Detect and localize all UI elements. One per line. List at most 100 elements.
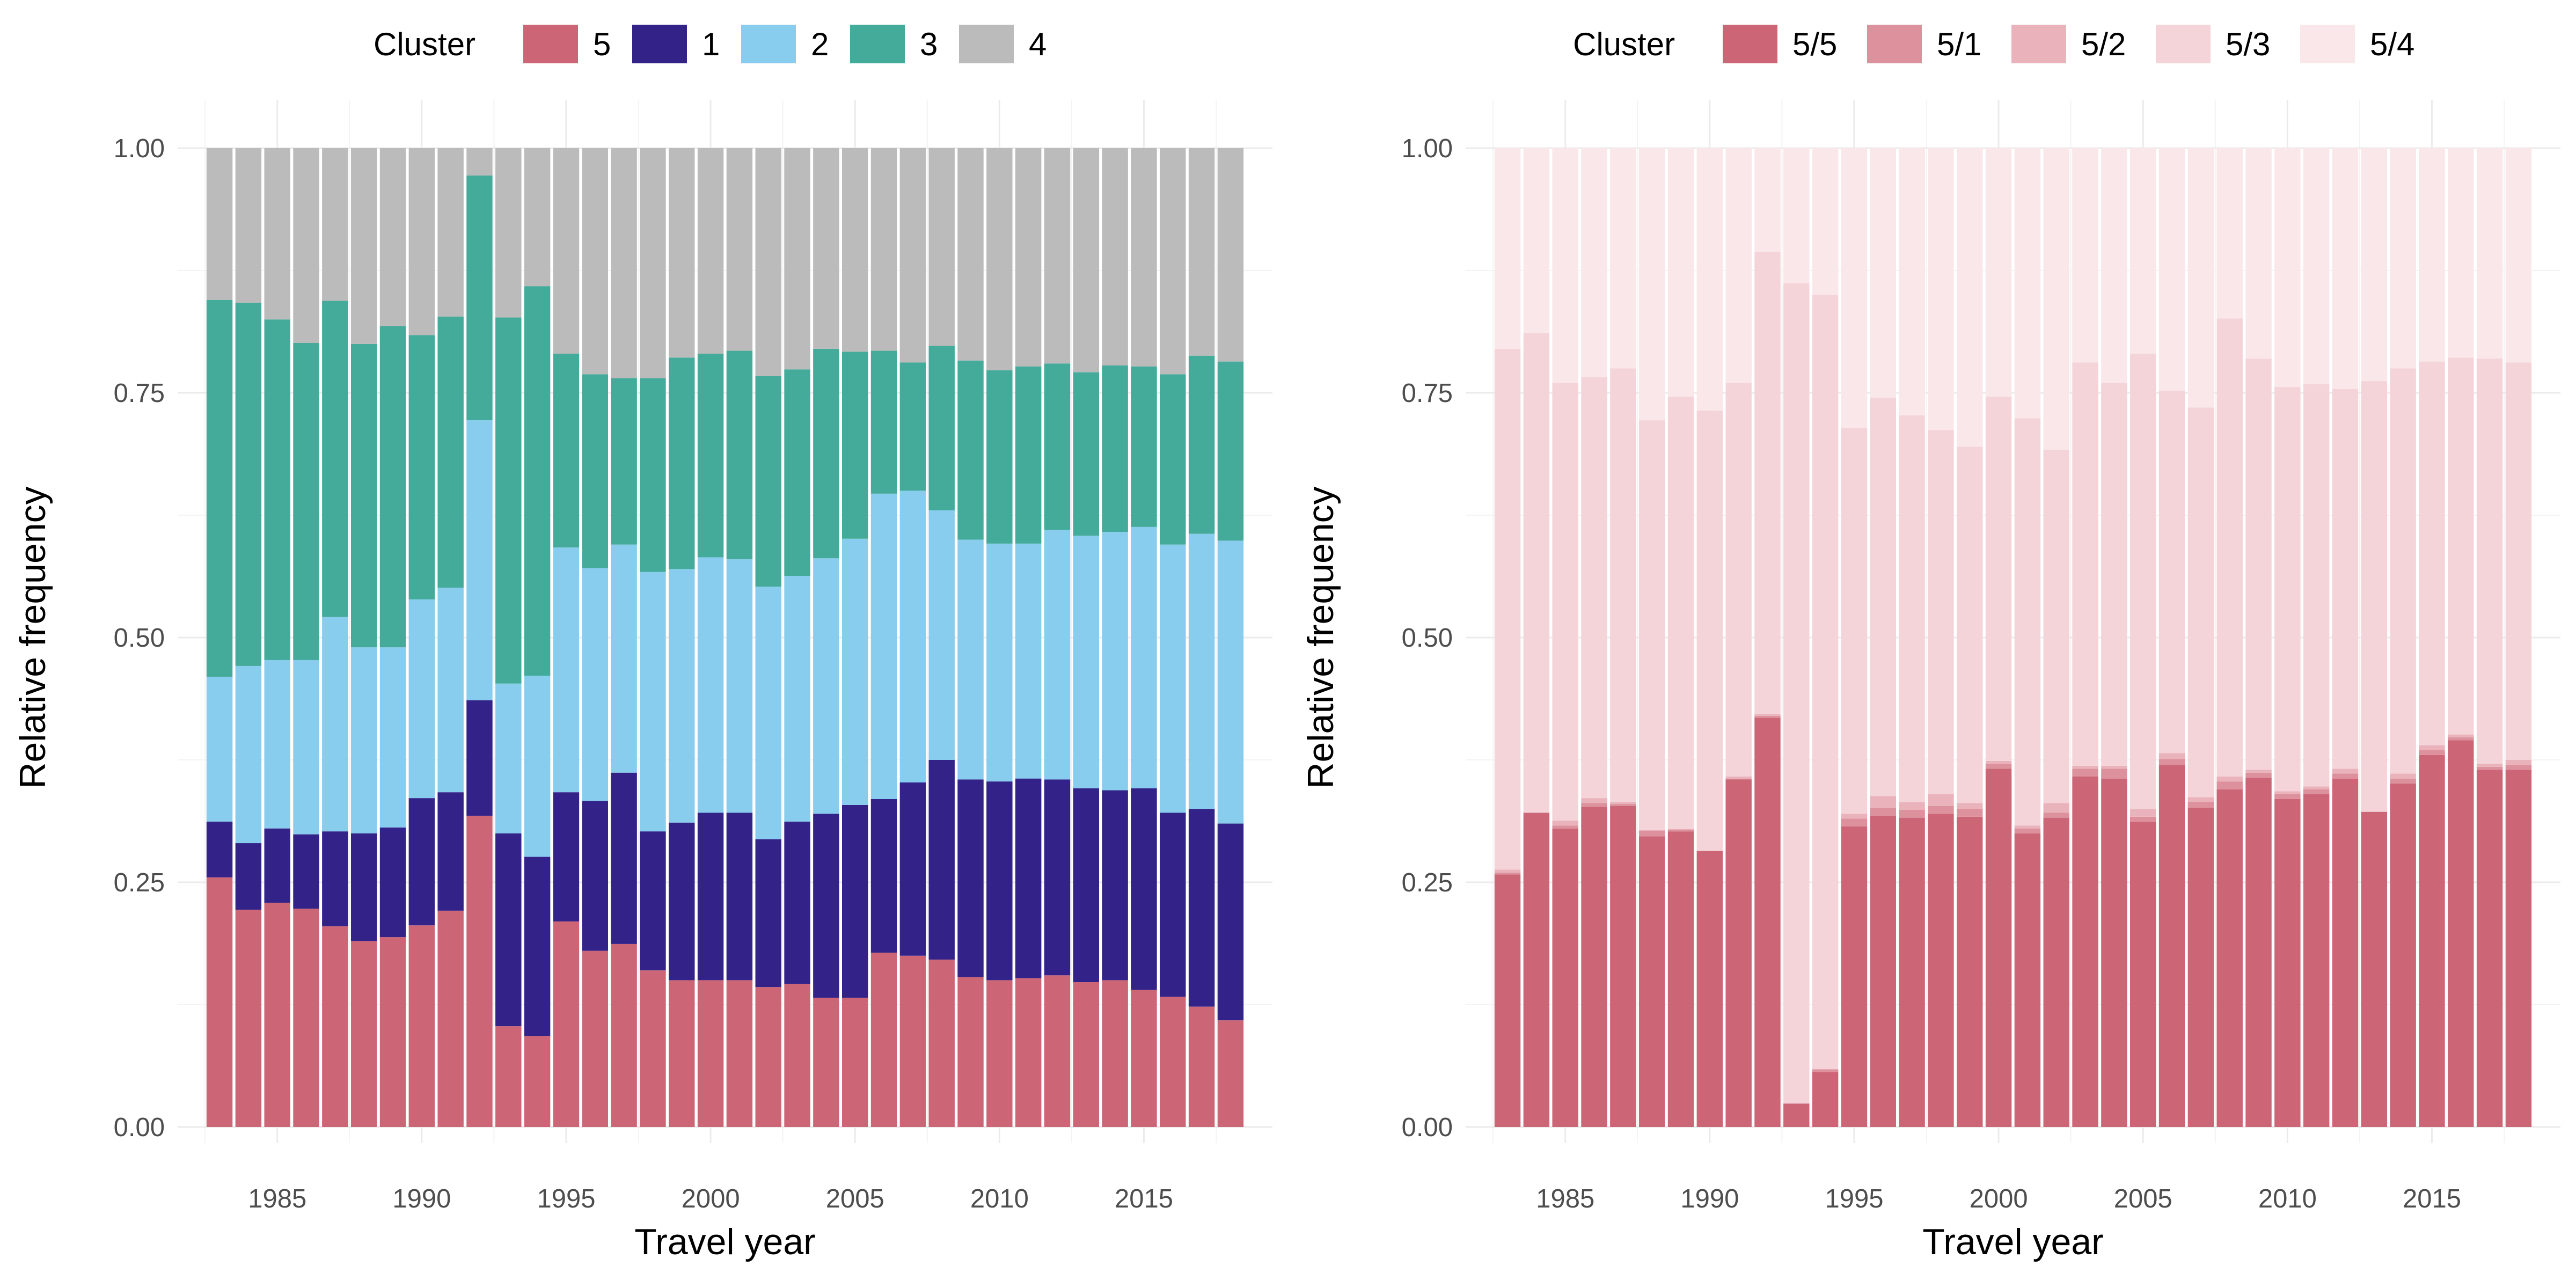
bar-segment-4-2010 bbox=[986, 148, 1013, 371]
bar-segment-5-4-2017 bbox=[2476, 148, 2503, 359]
bar-segment-5-2-1985 bbox=[1552, 821, 1578, 826]
legend-key-1 bbox=[632, 25, 687, 63]
bar-segment-2-2002 bbox=[755, 587, 781, 839]
bar-segment-4-1985 bbox=[264, 148, 290, 320]
bar-segment-2-2017 bbox=[1188, 533, 1215, 809]
bar-segment-5-1-2001 bbox=[2014, 828, 2041, 833]
bar-segment-5-1-2011 bbox=[2303, 789, 2330, 794]
bar-segment-5-5-1986 bbox=[1581, 807, 1607, 1127]
bar-segment-5-2-2016 bbox=[2448, 734, 2474, 738]
legend-key-2 bbox=[741, 25, 796, 63]
bar-segment-5-3-2005 bbox=[2129, 354, 2156, 809]
chart-panel-2: 0.00 0.25 0.50 0.75 1.00 1985 1990 1995 2000 2005… bbox=[1300, 25, 2560, 1262]
bar-segment-5-1984 bbox=[235, 910, 262, 1127]
bar-segment-3-2015 bbox=[1131, 366, 1157, 527]
legend-title: Cluster bbox=[1573, 26, 1675, 62]
bar-segment-4-2012 bbox=[1044, 148, 1071, 364]
bar-segment-5-1988 bbox=[350, 941, 377, 1127]
bar-segment-5-4-2011 bbox=[2303, 148, 2330, 384]
bar-segment-1-1989 bbox=[379, 827, 406, 938]
legend-title: Cluster bbox=[374, 26, 475, 62]
bar-segment-2-1990 bbox=[408, 599, 435, 799]
bar-segment-5-4-1983 bbox=[1494, 148, 1521, 349]
bar-segment-3-1992 bbox=[466, 175, 493, 421]
bar-segment-5-5-1998 bbox=[1928, 814, 1954, 1127]
bar-segment-3-1985 bbox=[264, 319, 290, 660]
bar-segment-4-2013 bbox=[1073, 148, 1100, 372]
bar-segment-2-2006 bbox=[870, 493, 897, 799]
bar-segment-1-1984 bbox=[235, 843, 262, 910]
bar-segment-5-4-2000 bbox=[1985, 148, 2012, 397]
bar-segment-5-1-1986 bbox=[1581, 803, 1607, 807]
bar-segment-3-1987 bbox=[322, 301, 348, 617]
bar-segment-1-2018 bbox=[1217, 823, 1244, 1021]
bar-segment-3-1996 bbox=[582, 374, 609, 568]
bar-segment-1-2006 bbox=[870, 799, 897, 953]
bar-segment-4-1993 bbox=[495, 148, 522, 318]
bar-segment-5-1-1983 bbox=[1494, 872, 1521, 875]
x-tick-label: 2000 bbox=[1970, 1184, 2028, 1213]
bar-segment-3-2008 bbox=[928, 346, 955, 510]
bar-segment-5-2-1987 bbox=[1610, 802, 1636, 804]
bar-segment-5-2014 bbox=[1102, 980, 1128, 1127]
bar-segment-5-5-2015 bbox=[2419, 755, 2445, 1127]
y-axis-title: Relative frequency bbox=[1300, 486, 1341, 788]
legend-key-5-5 bbox=[1723, 25, 1777, 63]
bar-segment-5-4-2010 bbox=[2274, 148, 2301, 387]
bar-segment-5-2-2011 bbox=[2303, 786, 2330, 789]
bar-segment-5-5-2018 bbox=[2505, 770, 2532, 1127]
bar-segment-4-1984 bbox=[235, 148, 262, 303]
bar-segment-5-1991 bbox=[437, 910, 464, 1127]
bar-segment-4-1995 bbox=[553, 148, 580, 354]
bar-segment-1-2005 bbox=[841, 804, 868, 998]
bar-segment-1-1992 bbox=[466, 700, 493, 816]
x-tick-labels: 1985 1990 1995 2000 2005 2010 2015 bbox=[1536, 1184, 2461, 1213]
bar-segment-4-1983 bbox=[206, 148, 233, 300]
bar-segment-5-1-2010 bbox=[2274, 794, 2301, 799]
bar-segment-5-2017 bbox=[1188, 1006, 1215, 1127]
bar-segment-2-2016 bbox=[1160, 544, 1186, 813]
bar-segment-3-1989 bbox=[379, 326, 406, 648]
bar-segment-5-4-2001 bbox=[2014, 148, 2041, 419]
bar-segment-5-2004 bbox=[813, 998, 839, 1127]
bar-segment-1-1985 bbox=[264, 828, 290, 903]
bar-segment-5-5-2013 bbox=[2361, 811, 2388, 1127]
bar-segment-5-1-2005 bbox=[2129, 816, 2156, 822]
bar-segment-4-2018 bbox=[1217, 148, 1244, 362]
x-tick-labels: 1985 1990 1995 2000 2005 2010 2015 bbox=[248, 1184, 1173, 1213]
bar-segment-5-2-2005 bbox=[2129, 809, 2156, 817]
bar-segment-5-3-1994 bbox=[1812, 295, 1839, 1070]
bar-segment-1-2009 bbox=[957, 779, 984, 977]
bar-segment-5-1-2015 bbox=[2419, 750, 2445, 755]
bar-segment-5-3-2018 bbox=[2505, 362, 2532, 760]
bar-segment-4-2014 bbox=[1102, 148, 1128, 365]
bar-segment-4-2004 bbox=[813, 148, 839, 349]
bar-segment-5-5-1995 bbox=[1841, 826, 1868, 1127]
bar-segment-1-1994 bbox=[524, 857, 551, 1036]
bar-segment-5-1995 bbox=[553, 921, 580, 1127]
bar-segment-5-2-1995 bbox=[1841, 814, 1868, 819]
bar-segment-3-1983 bbox=[206, 299, 233, 677]
x-tick-label: 2015 bbox=[1115, 1184, 1173, 1213]
bar-segment-4-1998 bbox=[640, 148, 666, 378]
bar-segment-4-2005 bbox=[841, 148, 868, 352]
bar-segment-5-1-2016 bbox=[2448, 737, 2474, 741]
bar-segment-4-1990 bbox=[408, 148, 435, 335]
bar-segment-1-2015 bbox=[1131, 788, 1157, 990]
bar-segment-5-3-1995 bbox=[1841, 428, 1868, 814]
bar-segment-3-2004 bbox=[813, 348, 839, 559]
bar-segment-5-4-1998 bbox=[1928, 148, 1954, 430]
bar-segment-1-1987 bbox=[322, 831, 348, 927]
bar-segment-3-2010 bbox=[986, 370, 1013, 544]
bar-segment-5-1-2017 bbox=[2476, 766, 2503, 770]
bar-segment-5-4-1985 bbox=[1552, 148, 1578, 383]
bar-segment-5-1996 bbox=[582, 950, 609, 1127]
bar-segment-1-1999 bbox=[669, 822, 695, 980]
bar-segment-5-4-2005 bbox=[2129, 148, 2156, 354]
bar-segment-5-1985 bbox=[264, 903, 290, 1127]
bar-segment-5-5-2012 bbox=[2332, 778, 2359, 1127]
bar-segment-2-1989 bbox=[379, 647, 406, 828]
x-tick-label: 1985 bbox=[1536, 1184, 1594, 1213]
bar-segment-5-1987 bbox=[322, 926, 348, 1127]
bar-segment-5-2011 bbox=[1015, 978, 1042, 1127]
